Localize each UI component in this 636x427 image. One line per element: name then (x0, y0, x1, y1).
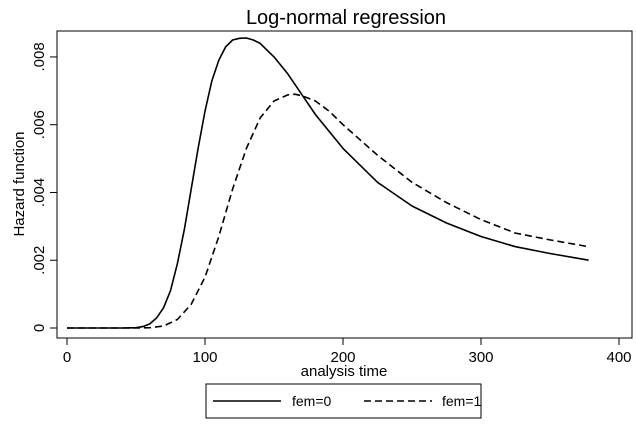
x-tick-label-4: 400 (606, 349, 631, 366)
series-line-fem-0 (67, 37, 589, 329)
y-axis-ticks: 0 .002 .004 .006 .008 (31, 42, 57, 332)
x-tick-label-1: 100 (192, 349, 217, 366)
series-lines (67, 37, 589, 329)
legend-label-fem-1: fem=1 (442, 393, 482, 409)
x-tick-label-0: 0 (63, 349, 71, 366)
x-tick-label-2: 200 (330, 349, 355, 366)
x-axis-label: analysis time (301, 363, 388, 380)
legend-label-fem-0: fem=0 (292, 393, 332, 409)
plot-frame (56, 30, 633, 339)
y-tick-label-1: .002 (31, 246, 48, 275)
x-tick-label-3: 300 (468, 349, 493, 366)
legend: fem=0 fem=1 (205, 383, 482, 419)
y-axis-label: Hazard function (11, 131, 28, 236)
x-axis-ticks: 0 100 200 300 400 (63, 338, 632, 366)
y-tick-label-4: .008 (31, 42, 48, 71)
y-tick-label-0: 0 (31, 324, 48, 332)
y-tick-label-3: .006 (31, 110, 48, 139)
series-line-fem-1 (67, 93, 589, 329)
chart-title: Log-normal regression (246, 7, 446, 29)
y-tick-label-2: .004 (31, 178, 48, 207)
